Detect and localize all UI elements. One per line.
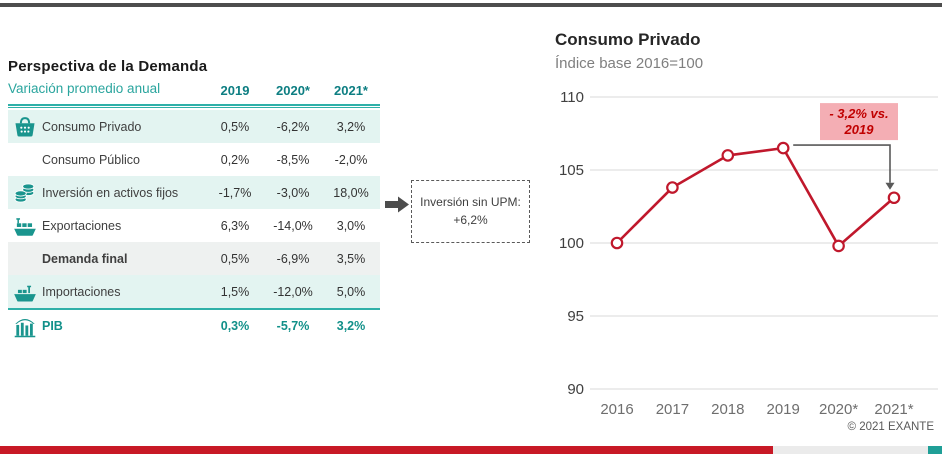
callout-text-line2: +6,2% [453, 212, 488, 227]
top-rule [0, 3, 942, 7]
right-arrow-icon [385, 196, 410, 218]
y-axis-tick-label: 95 [567, 308, 584, 325]
row-value: -5,7% [276, 318, 310, 333]
annotation-text-line1: - 3,2% vs. [829, 106, 888, 121]
table-row: Consumo Privado 0,5% -6,2% 3,2% [8, 110, 380, 143]
y-axis-tick-label: 105 [559, 162, 584, 179]
callout-text-line1: Inversión sin UPM: [420, 195, 521, 210]
annotation-box [820, 103, 898, 141]
row-value: 3,2% [336, 318, 366, 333]
data-point-marker [887, 191, 901, 205]
row-value: -14,0% [273, 218, 313, 233]
row-value: -1,7% [218, 185, 252, 200]
column-header-2019: 2019 [220, 83, 250, 98]
table-subtitle: Variación promedio anual [8, 81, 161, 96]
y-axis-tick-label: 90 [567, 381, 584, 398]
annotation-text-line2: 2019 [844, 122, 875, 137]
bottom-accent-bar [0, 446, 942, 454]
table-row: Consumo Público 0,2% -8,5% -2,0% [8, 143, 380, 176]
x-axis-tick-label: 2021* [874, 401, 913, 418]
export-ship-icon [8, 213, 42, 239]
row-label: Importaciones [42, 284, 121, 299]
coins-icon [8, 180, 42, 206]
table-top-rule [8, 104, 380, 108]
demand-table-rows: Consumo Privado 0,5% -6,2% 3,2% Consumo Públ… [8, 110, 380, 341]
data-point-marker [666, 181, 679, 194]
table-row: Exportaciones 6,3% -14,0% 3,0% [8, 209, 380, 242]
demand-table: Perspectiva de la Demanda Variación prom… [8, 58, 380, 341]
row-value: 0,2% [220, 152, 250, 167]
data-point-marker [610, 236, 624, 250]
callout-box: Inversión sin UPM: +6,2% [411, 180, 530, 243]
row-value: -6,9% [276, 251, 310, 266]
chart-subtitle: Índice base 2016=100 [555, 55, 704, 72]
copyright-text: © 2021 EXANTE [847, 421, 934, 433]
bottom-bar-gray-segment [773, 446, 928, 454]
row-label: Consumo Público [42, 152, 140, 167]
column-header-2020: 2020* [276, 83, 310, 98]
row-value: 3,2% [336, 119, 366, 134]
x-axis-tick-label: 2017 [656, 401, 689, 418]
annotation-connector [793, 144, 891, 183]
row-value: 0,3% [220, 318, 250, 333]
data-point-marker [721, 149, 735, 162]
row-value: 0,5% [220, 251, 250, 266]
table-row: PIB 0,3% -5,7% 3,2% [8, 308, 380, 341]
row-value: -2,0% [334, 152, 368, 167]
bar-chart-icon [8, 313, 42, 339]
row-value: 3,5% [336, 251, 366, 266]
row-value: -6,2% [276, 119, 310, 134]
row-label: Demanda final [42, 251, 128, 266]
row-value: -8,5% [276, 152, 310, 167]
x-axis-tick-label: 2020* [819, 401, 858, 418]
row-value: 6,3% [220, 218, 250, 233]
chart-header: Consumo Privado Índice base 2016=100 [555, 30, 703, 72]
x-axis-tick-label: 2016 [600, 401, 633, 418]
row-value: -12,0% [273, 284, 313, 299]
row-value: 3,0% [336, 218, 366, 233]
table-title: Perspectiva de la Demanda [8, 58, 208, 75]
row-label: Exportaciones [42, 218, 122, 233]
table-row: Inversión en activos fijos -1,7% -3,0% 18,0… [8, 176, 380, 209]
annotation-arrowhead-icon [885, 182, 895, 190]
table-row: Demanda final 0,5% -6,9% 3,5% [8, 242, 380, 275]
y-axis-tick-label: 100 [559, 235, 584, 252]
row-label: Consumo Privado [42, 119, 142, 134]
bottom-bar-teal-segment [928, 446, 942, 454]
table-row: Importaciones 1,5% -12,0% 5,0% [8, 275, 380, 308]
column-header-2021: 2021* [334, 83, 368, 98]
consumo-privado-line-chart: 110 105 100 95 90 2016 2017 2018 2019 2020* 2021* -… [559, 89, 938, 418]
row-value: -3,0% [276, 185, 310, 200]
row-label: PIB [42, 318, 63, 333]
bottom-bar-red-segment [0, 446, 773, 454]
data-point-marker [776, 141, 790, 155]
data-point-marker [832, 239, 845, 253]
row-value: 18,0% [333, 185, 369, 200]
table-header-row: Variación promedio anual 2019 2020* 2021… [8, 81, 380, 98]
x-axis-tick-label: 2019 [767, 401, 800, 418]
import-ship-icon [8, 279, 42, 305]
row-value: 0,5% [220, 119, 250, 134]
y-axis-tick-label: 110 [560, 89, 584, 106]
row-label: Inversión en activos fijos [42, 185, 179, 200]
row-value: 5,0% [336, 284, 366, 299]
x-axis-tick-label: 2018 [711, 401, 744, 418]
row-value: 1,5% [220, 284, 250, 299]
chart-title: Consumo Privado [555, 30, 701, 49]
line-series-consumo-privado [616, 146, 895, 248]
basket-icon [8, 114, 42, 140]
